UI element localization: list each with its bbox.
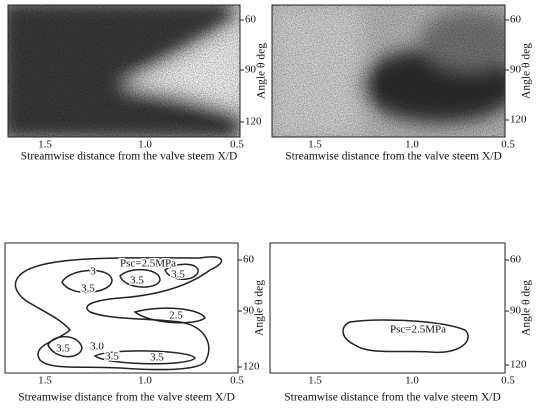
panel-frame [271,4,506,138]
contour-label: 3.5 [81,283,95,295]
y-axis-label: Angle θ deg [521,43,533,99]
x-axis-label: Streamwise distance from the valve steem… [21,151,238,163]
x-axis-label: Streamwise distance from the valve steem… [285,151,502,163]
x-tick-label: 1.0 [138,375,152,387]
y-tick-label: 120 [245,116,262,128]
x-axis-label: Streamwise distance from the valve steem… [284,392,501,404]
contour [342,319,469,354]
contour-label: Psc=2.5MPa [120,258,176,270]
contour-label: 3.5 [171,269,185,281]
y-tick-label: 60 [510,254,522,266]
contour-label: 3.5 [150,352,164,364]
panel-frame [4,242,239,374]
y-tick-label: 120 [510,114,527,126]
x-tick-label: 0.5 [501,375,515,387]
x-tick-label: 0.5 [230,375,244,387]
y-axis-label: Angle θ deg [256,43,268,99]
contour-label: 3.5 [105,351,119,363]
x-tick-label: 1.5 [308,375,322,387]
x-tick-label: 1.5 [38,375,52,387]
x-tick-label: 0.5 [230,139,244,151]
x-tick-label: 1.0 [405,375,419,387]
contour-label: Psc=2.5MPa [390,324,446,336]
contour-label: 3.5 [56,343,70,355]
photo-1 [8,5,240,137]
x-tick-label: 1.5 [38,139,52,151]
y-tick-label: 60 [243,254,255,266]
contours [14,256,223,371]
y-tick-label: 90 [243,305,255,317]
contour-label: 2.5 [169,310,183,322]
y-tick-label: 90 [245,64,257,76]
x-tick-label: 1.0 [138,139,152,151]
y-tick-label: 90 [510,305,522,317]
x-tick-label: 1.5 [308,139,322,151]
y-axis-label: Angle θ deg [521,280,533,336]
contour-label: 3.0 [90,341,104,353]
x-tick-label: 0.5 [501,139,515,151]
contour-label: 3 [90,266,96,278]
panel-frame [7,4,241,138]
y-axis-label: Angle θ deg [254,280,266,336]
x-axis-label: Streamwise distance from the valve steem… [18,392,235,404]
y-tick-label: 120 [243,361,260,373]
photo-2 [272,5,505,137]
y-tick-label: 60 [510,14,522,26]
y-tick-label: 60 [245,14,257,26]
y-tick-label: 90 [510,64,522,76]
x-tick-label: 1.0 [405,139,419,151]
contour-label: 3.5 [130,275,144,287]
panel-frame [269,242,506,374]
y-tick-label: 120 [510,359,527,371]
